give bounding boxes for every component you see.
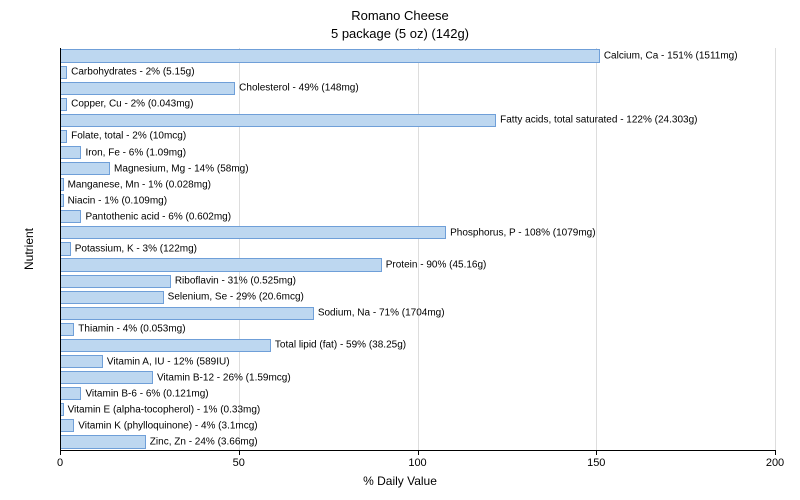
x-tick-mark [775,450,776,455]
y-axis-label: Nutrient [22,48,36,450]
nutrient-bar-label: Zinc, Zn - 24% (3.66mg) [150,436,258,447]
nutrient-bar [60,307,314,320]
nutrient-bar-label: Thiamin - 4% (0.053mg) [78,324,185,335]
nutrient-bar-label: Vitamin B-12 - 26% (1.59mcg) [157,372,291,383]
nutrient-bar-label: Total lipid (fat) - 59% (38.25g) [275,340,406,351]
nutrient-bar [60,162,110,175]
gridline [775,48,776,450]
nutrient-bar-label: Folate, total - 2% (10mcg) [71,131,186,142]
nutrient-bar [60,146,81,159]
x-axis-label: % Daily Value [0,474,800,488]
nutrient-bar [60,242,71,255]
nutrient-bar-label: Magnesium, Mg - 14% (58mg) [114,163,249,174]
nutrient-bar-label: Protein - 90% (45.16g) [386,260,487,271]
nutrient-bar-label: Carbohydrates - 2% (5.15g) [71,67,194,78]
chart-title-line2: 5 package (5 oz) (142g) [0,26,800,41]
nutrient-bar [60,291,164,304]
nutrient-bar [60,419,74,432]
nutrient-bar [60,323,74,336]
nutrient-bar-label: Iron, Fe - 6% (1.09mg) [85,147,186,158]
nutrient-bar-label: Selenium, Se - 29% (20.6mcg) [168,292,304,303]
gridline [239,48,240,450]
nutrient-bar-label: Vitamin B-6 - 6% (0.121mg) [85,388,208,399]
nutrient-bar [60,210,81,223]
nutrient-bar-label: Manganese, Mn - 1% (0.028mg) [68,179,211,190]
nutrient-bar [60,371,153,384]
gridline [418,48,419,450]
nutrient-bar [60,226,446,239]
nutrient-bar-label: Niacin - 1% (0.109mg) [68,195,167,206]
nutrient-bar-label: Phosphorus, P - 108% (1079mg) [450,227,595,238]
nutrient-bar-label: Vitamin K (phylloquinone) - 4% (3.1mcg) [78,420,257,431]
plot-area: 050100150200Calcium, Ca - 151% (1511mg)C… [60,48,775,450]
x-tick-label: 200 [766,457,784,469]
x-tick-label: 100 [408,457,426,469]
nutrient-bar-label: Riboflavin - 31% (0.525mg) [175,276,296,287]
nutrient-bar [60,49,600,62]
nutrient-bar [60,387,81,400]
nutrient-bar [60,130,67,143]
nutrient-bar [60,114,496,127]
nutrient-bar-label: Fatty acids, total saturated - 122% (24.… [500,115,697,126]
nutrient-bar [60,258,382,271]
nutrient-bar-label: Potassium, K - 3% (122mg) [75,244,197,255]
nutrient-bar [60,98,67,111]
x-axis-line [60,450,775,451]
x-tick-label: 50 [233,457,245,469]
nutrient-bar-label: Sodium, Na - 71% (1704mg) [318,308,445,319]
nutrient-bar-label: Calcium, Ca - 151% (1511mg) [604,51,738,62]
nutrient-bar [60,435,146,448]
nutrient-bar-label: Copper, Cu - 2% (0.043mg) [71,99,193,110]
gridline [596,48,597,450]
x-tick-label: 0 [57,457,63,469]
nutrient-bar [60,275,171,288]
nutrient-bar [60,66,67,79]
x-tick-label: 150 [587,457,605,469]
nutrient-bar [60,339,271,352]
chart-title-line1: Romano Cheese [0,8,800,23]
y-axis-line [60,48,61,450]
nutrient-bar [60,355,103,368]
chart-container: Romano Cheese 5 package (5 oz) (142g) 05… [0,0,800,500]
nutrient-bar-label: Cholesterol - 49% (148mg) [239,83,359,94]
nutrient-bar-label: Vitamin E (alpha-tocopherol) - 1% (0.33m… [68,404,261,415]
nutrient-bar-label: Pantothenic acid - 6% (0.602mg) [85,211,231,222]
nutrient-bar [60,82,235,95]
nutrient-bar-label: Vitamin A, IU - 12% (589IU) [107,356,230,367]
